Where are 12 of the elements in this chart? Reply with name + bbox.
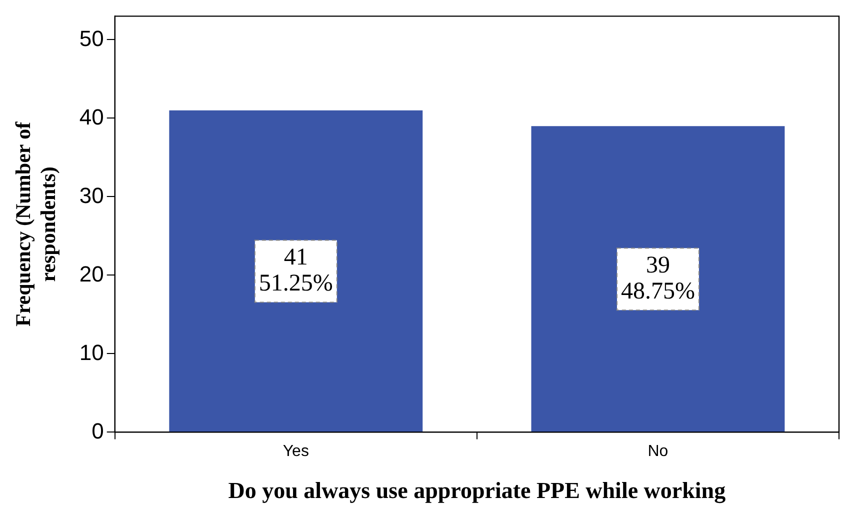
y-tick-label: 50 [79,26,104,51]
x-axis-title: Do you always use appropriate PPE while working [228,478,726,504]
y-tick-label: 0 [92,418,104,444]
x-tick-label: No [648,443,668,460]
x-tick-label: Yes [282,443,309,460]
y-tick-label: 30 [79,182,104,208]
data-label: 39 48.75% [620,252,695,304]
y-tick-label: 40 [79,104,104,130]
data-label: 41 51.25% [258,244,333,297]
y-tick-label: 10 [79,340,104,365]
y-tick-label: 20 [79,261,104,286]
y-axis-title: Frequency (Number of respondents) [11,120,60,326]
